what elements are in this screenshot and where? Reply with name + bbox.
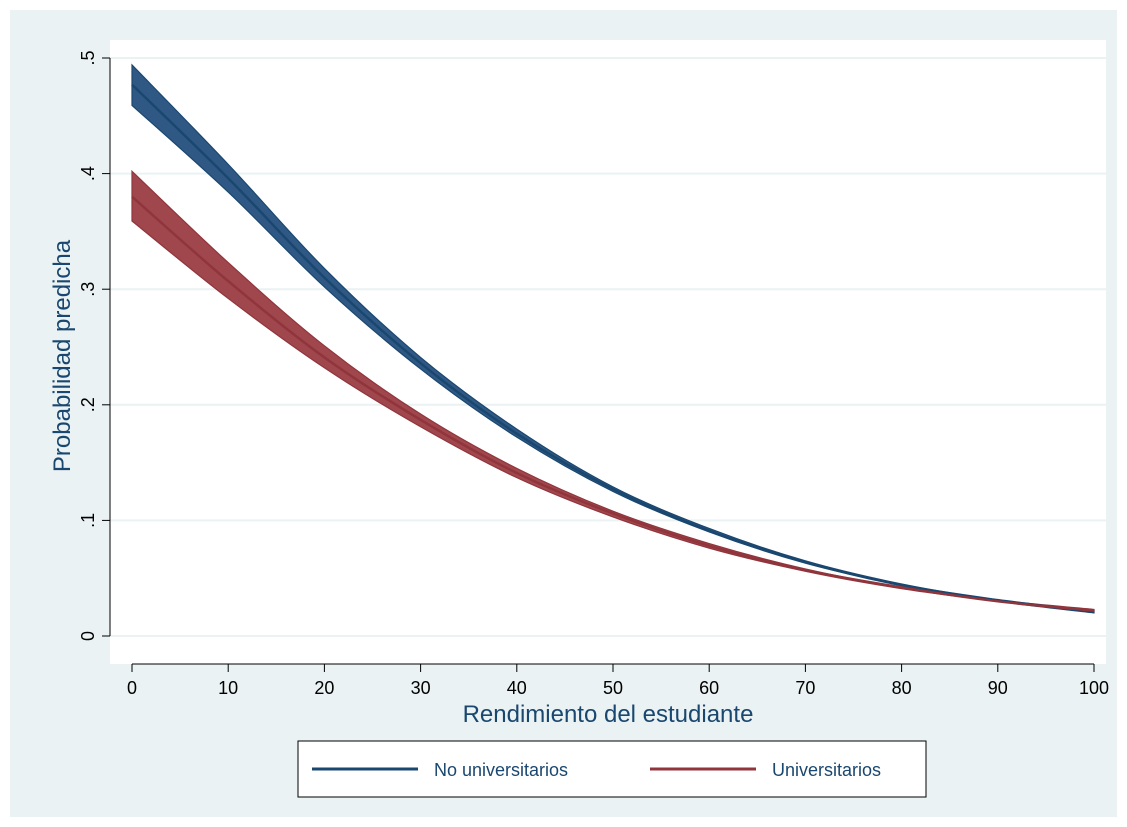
series-lines xyxy=(131,83,1095,613)
y-tick-label-1: .1 xyxy=(78,513,98,528)
x-tick-label-9: 90 xyxy=(988,678,1008,698)
x-tick-label-3: 30 xyxy=(411,678,431,698)
x-tick-label-0: 0 xyxy=(127,678,137,698)
series-line-0 xyxy=(131,83,1095,613)
y-axis-title: Probabilidad predicha xyxy=(49,239,76,472)
x-tick-label-1: 10 xyxy=(218,678,238,698)
y-tick-label-3: .3 xyxy=(78,282,98,297)
y-tick-label-2: .2 xyxy=(78,397,98,412)
chart-figure: 0 .1 .2 .3 .4 .5 0 10 20 30 40 50 60 70 80 90 100 Rendim… xyxy=(49,40,1109,798)
x-tick-label-8: 80 xyxy=(892,678,912,698)
x-tick-label-6: 60 xyxy=(699,678,719,698)
legend-label-no-universitarios: No universitarios xyxy=(434,760,568,780)
chart-background: 0 .1 .2 .3 .4 .5 0 10 20 30 40 50 60 70 80 90 100 Rendim… xyxy=(10,10,1117,817)
x-axis-title: Rendimiento del estudiante xyxy=(463,701,754,728)
confidence-band-0 xyxy=(131,63,1095,614)
y-tick-label-5: .5 xyxy=(78,50,98,65)
y-tick-label-4: .4 xyxy=(78,166,98,181)
x-tick-label-4: 40 xyxy=(507,678,527,698)
x-tick-label-5: 50 xyxy=(603,678,623,698)
axes: 0 .1 .2 .3 .4 .5 0 10 20 30 40 50 60 70 80 90 100 xyxy=(78,50,1109,698)
plot-area xyxy=(110,40,1106,664)
series-line-1 xyxy=(131,195,1095,612)
legend: No universitarios Universitarios xyxy=(297,740,927,798)
x-tick-label-7: 70 xyxy=(795,678,815,698)
x-tick-label-2: 20 xyxy=(314,678,334,698)
x-tick-label-10: 100 xyxy=(1079,678,1109,698)
grid-lines xyxy=(110,57,1106,637)
y-tick-label-0: 0 xyxy=(78,631,98,641)
legend-label-universitarios: Universitarios xyxy=(772,760,881,780)
